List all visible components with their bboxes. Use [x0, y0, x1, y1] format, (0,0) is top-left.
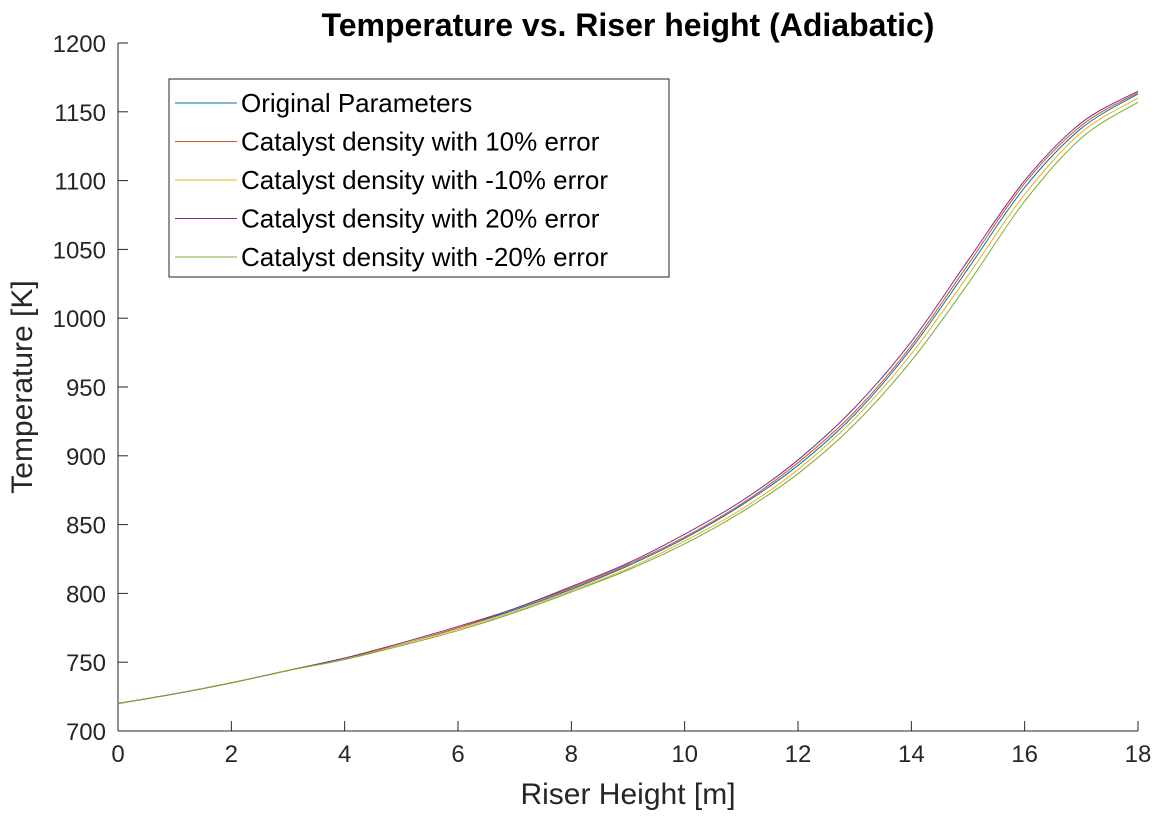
legend-label-1: Original Parameters [241, 88, 472, 118]
x-tick-label: 14 [898, 741, 925, 768]
x-tick-label: 8 [565, 741, 578, 768]
y-tick-label: 950 [66, 375, 106, 402]
y-ticks: 700 750 800 850 900 950 1000 1050 1100 1150 1200 [53, 31, 128, 746]
x-tick-label: 4 [338, 741, 351, 768]
y-tick-label: 750 [66, 650, 106, 677]
legend-box [168, 78, 670, 278]
y-tick-label: 900 [66, 444, 106, 471]
y-tick-label: 1150 [54, 100, 106, 127]
x-tick-label: 0 [111, 741, 124, 768]
y-tick-label: 850 [66, 513, 106, 540]
series-lines [117, 90, 1139, 704]
x-axis-label: Riser Height [m] [520, 778, 735, 811]
y-tick-label: 1200 [53, 31, 106, 58]
x-ticks: 0 2 4 6 8 10 12 14 16 18 [111, 721, 1151, 768]
y-tick-label: 800 [66, 581, 106, 608]
chart-title: Temperature vs. Riser height (Adiabatic) [322, 7, 935, 43]
legend: Original Parameters Catalyst density with… [168, 78, 670, 278]
legend-label-2: Catalyst density with 10% error [241, 127, 600, 157]
x-tick-label: 18 [1125, 741, 1152, 768]
y-tick-label: 1000 [53, 306, 106, 333]
y-axis-label: Temperature [K] [6, 280, 39, 493]
x-tick-label: 2 [225, 741, 238, 768]
x-tick-label: 10 [671, 741, 698, 768]
y-tick-label: 1050 [53, 237, 106, 264]
y-tick-label: 700 [66, 719, 106, 746]
x-tick-label: 6 [451, 741, 464, 768]
legend-label-5: Catalyst density with -20% error [241, 242, 608, 272]
x-tick-label: 16 [1011, 741, 1038, 768]
legend-label-4: Catalyst density with 20% error [241, 204, 600, 234]
legend-label-3: Catalyst density with -10% error [241, 165, 608, 195]
series-line-5 [117, 101, 1139, 704]
y-tick-label: 1100 [54, 169, 106, 196]
x-tick-label: 12 [785, 741, 812, 768]
